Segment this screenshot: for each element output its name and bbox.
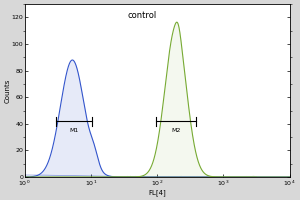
X-axis label: FL[4]: FL[4] <box>148 189 166 196</box>
Text: control: control <box>127 11 157 20</box>
Text: M2: M2 <box>171 128 180 133</box>
Y-axis label: Counts: Counts <box>4 78 10 103</box>
Text: M1: M1 <box>70 128 79 133</box>
